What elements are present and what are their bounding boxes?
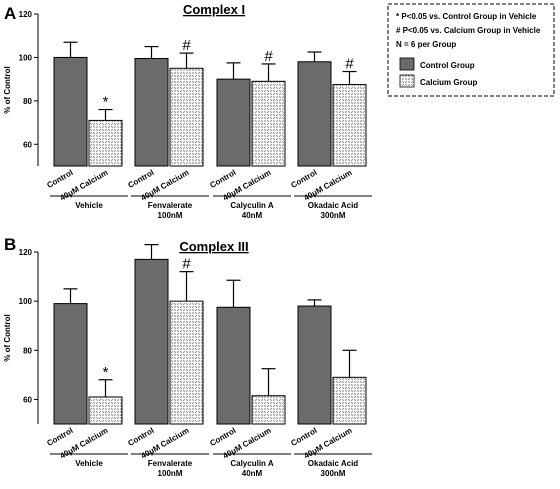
legend-swatch-control	[399, 57, 415, 71]
complex-i-y-tick-label: 80	[23, 97, 32, 106]
complex-iii-group-label: Vehicle	[75, 459, 103, 468]
complex-i-bar-label: Control	[45, 168, 74, 190]
legend: * P<0.05 vs. Control Group in Vehicle # …	[387, 3, 555, 97]
complex-i-y-axis-label: % of Control	[3, 66, 12, 114]
complex-iii-y-tick-label: 80	[23, 346, 32, 355]
complex-i-bar-calcium	[332, 84, 367, 167]
legend-label-calcium: Calcium Group	[420, 78, 477, 87]
complex-i-group-label: Vehicle	[75, 201, 103, 210]
complex-iii-bar-calcium	[251, 395, 286, 425]
complex-iii-group-label: 100nM	[158, 469, 183, 478]
complex-iii-group-label: Fenvalerate	[148, 459, 193, 468]
complex-i-bar-control	[216, 78, 251, 167]
complex-iii-group-label: Okadaic Acid	[308, 459, 359, 468]
complex-iii-y-tick-label: 120	[19, 248, 33, 257]
complex-i-bar-label: Control	[126, 168, 155, 190]
complex-iii-bar-label: Control	[208, 426, 237, 448]
complex-i-title: Complex I	[183, 2, 245, 17]
complex-iii-title: Complex III	[179, 239, 248, 254]
complex-i-group-label: Calyculin A	[230, 201, 273, 210]
complex-i-bar-control	[297, 61, 332, 167]
complex-i-bar-calcium	[169, 67, 204, 167]
panel-letter-a: A	[4, 4, 16, 23]
complex-i-group-label: Okadaic Acid	[308, 201, 359, 210]
legend-label-control: Control Group	[420, 61, 475, 70]
complex-i-significance-mark: #	[264, 48, 273, 65]
complex-iii-bar-calcium	[332, 376, 367, 425]
complex-iii-group-label: Calyculin A	[230, 459, 273, 468]
legend-note-calcium-significance: # P<0.05 vs. Calcium Group in Vehicle	[396, 26, 541, 35]
complex-i-significance-mark: #	[345, 56, 354, 73]
complex-iii-group-label: 40nM	[242, 469, 263, 478]
complex-iii-significance-mark: *	[103, 364, 109, 381]
complex-i-bar-calcium	[251, 80, 286, 167]
complex-iii-bar-label: Control	[126, 426, 155, 448]
complex-i-significance-mark: *	[103, 94, 109, 111]
complex-i-bar-calcium	[88, 119, 123, 167]
complex-i-significance-mark: #	[182, 37, 191, 54]
complex-iii-bar-label: Control	[45, 426, 74, 448]
complex-i-bar-control	[134, 58, 169, 167]
complex-i-group-label: 100nM	[158, 211, 183, 220]
complex-iii-bar-control	[53, 303, 88, 425]
panel-letter-b: B	[4, 235, 16, 254]
complex-iii-y-tick-label: 60	[23, 395, 32, 404]
complex-i-group-label: Fenvalerate	[148, 201, 193, 210]
legend-swatch-calcium	[399, 74, 415, 88]
complex-iii-bar-control	[216, 306, 251, 425]
complex-i-y-tick-label: 60	[23, 140, 32, 149]
complex-iii-significance-mark: #	[182, 256, 191, 273]
complex-i-group-label: 40nM	[242, 211, 263, 220]
legend-note-control-significance: * P<0.05 vs. Control Group in Vehicle	[396, 12, 537, 21]
complex-iii-group-label: 300nM	[321, 469, 346, 478]
complex-i-y-tick-label: 100	[19, 53, 33, 62]
complex-iii-bar-label: Control	[289, 426, 318, 448]
complex-iii-y-axis-label: % of Control	[3, 314, 12, 362]
complex-iii-bar-control	[297, 305, 332, 425]
complex-i-bar-label: Control	[289, 168, 318, 190]
complex-i-y-tick-label: 120	[19, 10, 33, 19]
complex-i-bar-control	[53, 56, 88, 167]
complex-iii-bar-calcium	[169, 300, 204, 425]
legend-border	[387, 3, 555, 97]
complex-iii-bar-calcium	[88, 396, 123, 425]
complex-iii-bar-control	[134, 258, 169, 425]
complex-iii-y-tick-label: 100	[19, 297, 33, 306]
complex-i-group-label: 300nM	[321, 211, 346, 220]
complex-i-bar-label: Control	[208, 168, 237, 190]
legend-note-sample-size: N = 6 per Group	[396, 40, 456, 49]
